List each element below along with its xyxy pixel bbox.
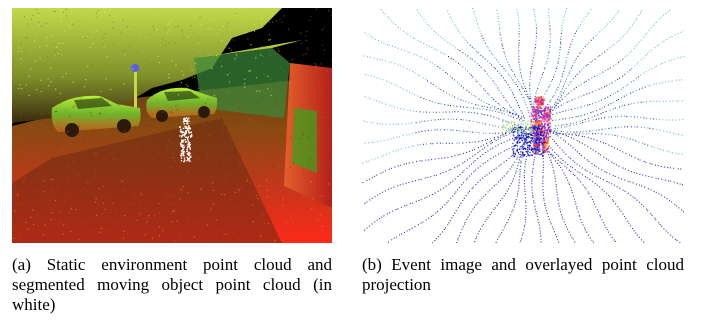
figure-a-caption: (a) Static environment point cloud and s… <box>12 255 332 314</box>
wall-panel <box>292 108 317 173</box>
figure-a-image <box>12 8 332 243</box>
building <box>194 48 290 118</box>
figure-b-caption: (b) Event image and overlayed point clou… <box>362 255 684 294</box>
static-point-cloud-render <box>12 8 332 243</box>
projected-point-cloud <box>502 96 552 158</box>
event-points <box>362 8 684 243</box>
pole <box>134 68 137 123</box>
point-speckle <box>12 8 332 243</box>
road-area <box>12 118 282 243</box>
figure-b-image <box>362 8 684 243</box>
event-image-render <box>362 8 684 243</box>
sign-marker <box>131 64 139 72</box>
car-center <box>146 87 218 122</box>
tree-canopy <box>12 8 282 123</box>
moving-object-person <box>179 117 193 163</box>
